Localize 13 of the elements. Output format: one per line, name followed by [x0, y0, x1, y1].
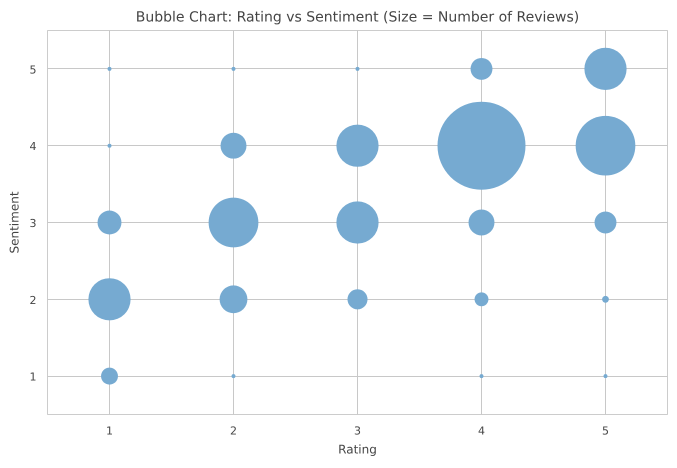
x-tick-label: 2 — [230, 424, 237, 438]
y-tick-label: 2 — [30, 294, 36, 307]
x-tick-label: 4 — [478, 424, 485, 438]
x-axis-title: Rating — [338, 442, 377, 456]
x-tick-label: 1 — [106, 424, 113, 438]
chart-title: Bubble Chart: Rating vs Sentiment (Size = Number of Reviews) — [136, 10, 580, 26]
x-tick-label: 5 — [602, 424, 609, 438]
y-tick-label: 5 — [30, 63, 36, 76]
y-tick-label: 4 — [30, 140, 36, 154]
y-axis-title: Sentiment — [8, 191, 22, 254]
x-tick-label: 3 — [354, 424, 361, 438]
y-tick-label: 3 — [30, 217, 36, 230]
y-tick-label: 1 — [30, 370, 36, 384]
